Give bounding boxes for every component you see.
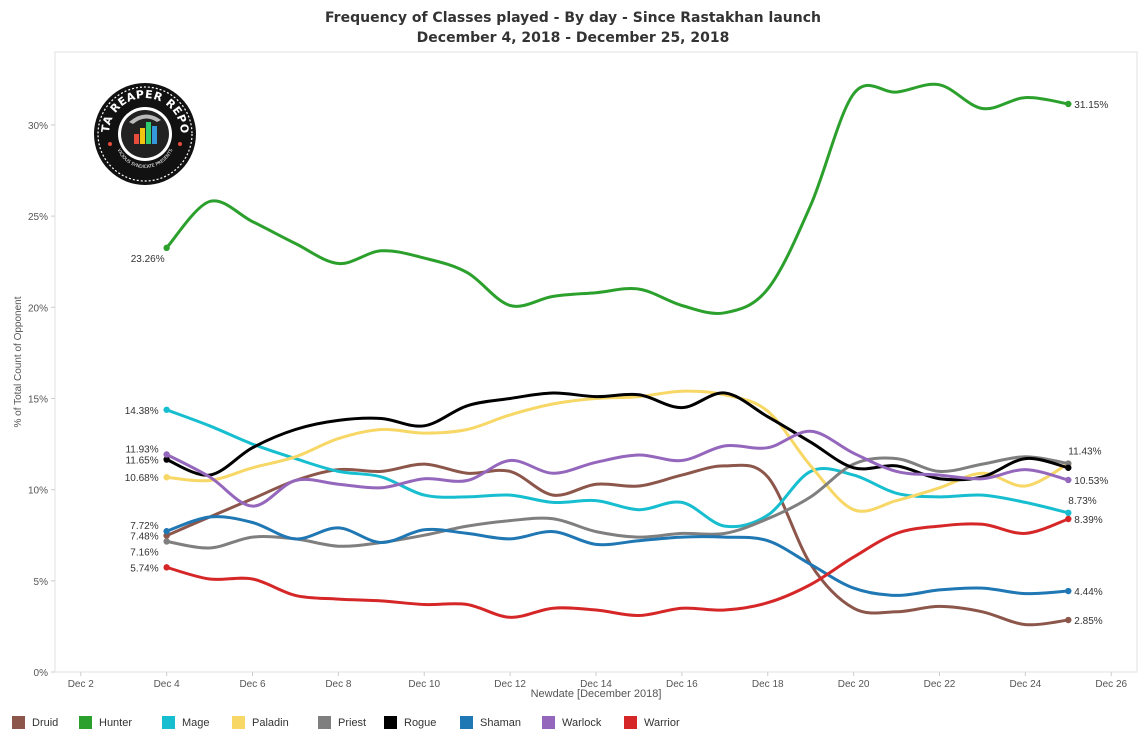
series-line-rogue bbox=[165, 391, 1070, 482]
series-line-shaman bbox=[165, 515, 1070, 597]
legend-label: Shaman bbox=[480, 716, 521, 729]
x-tick-label: Dec 10 bbox=[408, 679, 440, 690]
legend-label: Mage bbox=[182, 716, 210, 729]
legend-swatch bbox=[12, 716, 25, 729]
chart-legend: Druid Hunter Mage Paladin Priest Rogue Shaman W… bbox=[12, 716, 704, 729]
data-label-hunter: 31.15% bbox=[1074, 100, 1108, 111]
data-label-druid: 2.85% bbox=[1074, 616, 1102, 627]
plot-area bbox=[54, 51, 1138, 673]
series-point-priest bbox=[163, 538, 170, 545]
legend-item-shaman[interactable]: Shaman bbox=[460, 716, 542, 729]
legend-swatch bbox=[460, 716, 473, 729]
x-tick-label: Dec 8 bbox=[325, 679, 352, 690]
legend-label: Rogue bbox=[404, 716, 437, 729]
legend-label: Warrior bbox=[644, 716, 680, 729]
series-line-warrior bbox=[165, 517, 1070, 619]
x-tick-label: Dec 12 bbox=[494, 679, 526, 690]
series-line-druid bbox=[165, 462, 1070, 627]
legend-swatch bbox=[542, 716, 555, 729]
legend-label: Priest bbox=[338, 716, 367, 729]
legend-label: Warlock bbox=[562, 716, 602, 729]
series-point-druid bbox=[1065, 616, 1072, 624]
series-line-warlock bbox=[165, 429, 1070, 508]
legend-swatch bbox=[318, 716, 331, 729]
x-axis: Dec 2 Dec 4 Dec 6 Dec 8 Dec 10 Dec 12 Dec 14 De… bbox=[68, 672, 1128, 690]
series-point-druid bbox=[163, 532, 170, 539]
chart-subtitle: December 4, 2018 - December 25, 2018 bbox=[416, 30, 730, 46]
x-tick-label: Dec 26 bbox=[1095, 679, 1127, 690]
series-line-priest bbox=[165, 455, 1070, 550]
series-point-rogue bbox=[1065, 464, 1072, 471]
y-tick-label: 10% bbox=[28, 486, 48, 497]
data-label-shaman: 7.72% bbox=[130, 521, 158, 532]
data-label-warrior: 5.74% bbox=[130, 563, 158, 574]
chart-title: Frequency of Classes played - By day - S… bbox=[325, 10, 821, 26]
x-tick-label: Dec 14 bbox=[580, 679, 612, 690]
legend-swatch bbox=[624, 716, 637, 729]
legend-item-rogue[interactable]: Rogue bbox=[384, 716, 460, 729]
data-label-mage: 8.73% bbox=[1068, 496, 1096, 507]
legend-item-mage[interactable]: Mage bbox=[162, 716, 232, 729]
series-point-hunter bbox=[163, 244, 170, 252]
legend-swatch bbox=[162, 716, 175, 729]
legend-swatch bbox=[79, 716, 92, 729]
x-tick-label: Dec 20 bbox=[838, 679, 870, 690]
x-axis-title: Newdate [December 2018] bbox=[531, 688, 662, 700]
data-label-shaman: 4.44% bbox=[1074, 587, 1102, 598]
legend-item-warrior[interactable]: Warrior bbox=[624, 716, 704, 729]
series-point-shaman bbox=[1065, 587, 1072, 595]
legend-swatch bbox=[384, 716, 397, 729]
data-label-priest: 7.16% bbox=[130, 547, 158, 558]
x-tick-label: Dec 16 bbox=[666, 679, 698, 690]
data-reaper-report-logo: DATA REAPER REPORT VICIOUS SYNDICATE PRE… bbox=[93, 82, 196, 185]
series-point-rogue bbox=[163, 456, 170, 463]
legend-label: Paladin bbox=[252, 716, 289, 729]
legend-item-hunter[interactable]: Hunter bbox=[79, 716, 162, 729]
data-label-rogue: 11.65% bbox=[125, 456, 158, 467]
data-label-hunter: 23.26% bbox=[131, 254, 165, 265]
data-label-warlock: 11.93% bbox=[125, 444, 158, 455]
data-label-druid: 7.48% bbox=[130, 532, 158, 543]
y-tick-label: 30% bbox=[28, 121, 48, 132]
series-point-shaman bbox=[163, 528, 170, 535]
series-point-warlock bbox=[1065, 476, 1072, 484]
x-tick-label: Dec 22 bbox=[924, 679, 956, 690]
series-point-warrior bbox=[1065, 515, 1072, 523]
x-tick-label: Dec 18 bbox=[752, 679, 784, 690]
legend-item-paladin[interactable]: Paladin bbox=[232, 716, 318, 729]
data-label-warlock: 10.53% bbox=[1074, 476, 1108, 487]
y-tick-label: 5% bbox=[34, 577, 49, 588]
data-label-layer: 7.48% 2.85% 23.26% 31.15% 14.38% 8.73% 10.68% 1… bbox=[125, 100, 1109, 627]
series-point-warlock bbox=[163, 451, 170, 458]
series-point-mage bbox=[1065, 509, 1072, 517]
y-axis-title: % of Total Count of Opponent bbox=[13, 296, 24, 427]
series-layer bbox=[163, 82, 1072, 627]
y-tick-label: 15% bbox=[28, 394, 48, 405]
legend-item-druid[interactable]: Druid bbox=[12, 716, 79, 729]
y-tick-label: 20% bbox=[28, 303, 48, 314]
data-label-paladin: 10.68% bbox=[125, 473, 159, 484]
legend-swatch bbox=[232, 716, 245, 729]
data-label-mage: 14.38% bbox=[125, 406, 159, 417]
series-line-hunter bbox=[165, 82, 1070, 315]
legend-item-priest[interactable]: Priest bbox=[318, 716, 384, 729]
x-tick-label: Dec 24 bbox=[1010, 679, 1042, 690]
data-label-warrior: 8.39% bbox=[1074, 515, 1102, 526]
legend-label: Hunter bbox=[99, 716, 133, 729]
x-tick-label: Dec 2 bbox=[68, 679, 95, 690]
x-tick-label: Dec 4 bbox=[154, 679, 181, 690]
series-point-hunter bbox=[1065, 100, 1072, 108]
y-tick-label: 0% bbox=[34, 668, 49, 679]
y-axis: 0% 5% 10% 15% 20% 25% 30% bbox=[28, 121, 55, 679]
series-point-mage bbox=[163, 406, 170, 413]
y-tick-label: 25% bbox=[28, 212, 48, 223]
x-tick-label: Dec 6 bbox=[239, 679, 266, 690]
legend-item-warlock[interactable]: Warlock bbox=[542, 716, 624, 729]
data-label-paladin: 11.43% bbox=[1068, 447, 1101, 458]
legend-label: Druid bbox=[32, 716, 59, 729]
series-line-paladin bbox=[165, 389, 1070, 513]
series-point-paladin bbox=[163, 474, 170, 481]
series-point-warrior bbox=[163, 564, 170, 571]
